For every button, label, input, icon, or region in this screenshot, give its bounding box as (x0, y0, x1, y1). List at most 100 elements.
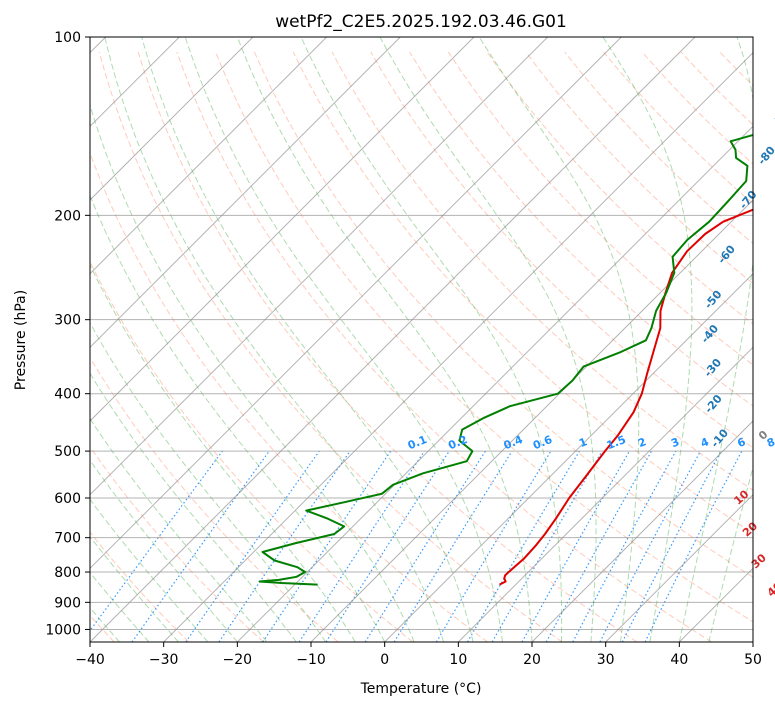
moist-adiabat (379, 37, 597, 642)
dry-adiabat (292, 51, 753, 535)
x-tick-label: 20 (523, 652, 541, 668)
x-tick-label: −30 (149, 652, 179, 668)
moist-adiabat (90, 417, 268, 642)
moist-adiabat (90, 372, 297, 642)
mixing-ratio-label: 0.6 (531, 433, 554, 452)
x-tick-label: 0 (380, 652, 389, 668)
dry-adiabat (641, 51, 753, 165)
dry-adiabat (90, 356, 339, 642)
moist-adiabat (90, 535, 179, 642)
temperature-line (499, 208, 753, 586)
moist-adiabat (90, 194, 386, 642)
mixing-ratio-label: 3 (669, 435, 681, 450)
moist-adiabat-label: -20 (702, 392, 725, 416)
mixing-ratio-line (572, 450, 677, 642)
mixing-ratio-label: 2 (636, 435, 648, 450)
moist-adiabat (478, 37, 640, 642)
mixing-ratio-line (325, 450, 450, 642)
y-axis-label: Pressure (hPa) (13, 290, 29, 390)
x-tick-label: 50 (744, 652, 762, 668)
x-axis-ticks: −40 −30 −20 −10 0 10 20 30 40 50 (75, 642, 762, 668)
dry-adiabat (90, 531, 190, 642)
dry-adiabat (370, 51, 753, 449)
mixing-ratio-line (466, 450, 580, 642)
isotherm-line (457, 346, 753, 642)
mixing-ratio-line (218, 450, 351, 642)
isotherm-line (90, 37, 549, 496)
y-tick-label: 700 (54, 531, 81, 547)
x-tick-label: −10 (296, 652, 326, 668)
dry-adiabat (215, 51, 753, 623)
y-tick-label: 300 (54, 313, 81, 329)
moist-adiabat (90, 321, 327, 642)
mixing-ratio-line (90, 450, 223, 632)
y-tick-label: 900 (54, 595, 81, 611)
moist-adiabat-label: -30 (701, 356, 724, 380)
moist-adiabat-label: -60 (715, 242, 738, 266)
moist-adiabat (184, 37, 503, 642)
profile-lines (258, 133, 753, 586)
moist-adiabat (90, 103, 415, 642)
moist-adiabat (141, 37, 474, 642)
y-tick-label: 1000 (45, 622, 81, 638)
dry-adiabat (525, 51, 753, 285)
isotherm-line (678, 567, 753, 642)
y-axis-ticks: 100 200 300 400 500 600 700 800 900 1000 (45, 30, 90, 638)
mixing-ratio-line (545, 450, 653, 642)
mixing-ratio-label: 1.5 (605, 433, 628, 452)
moist-adiabat (90, 498, 209, 642)
moist-adiabat (90, 459, 238, 642)
x-tick-label: 10 (449, 652, 467, 668)
dry-adiabat (564, 51, 753, 245)
x-tick-label: −40 (75, 652, 105, 668)
x-axis-label: Temperature (°C) (360, 681, 482, 697)
isotherm-line (163, 51, 753, 642)
dry-adiabat (98, 51, 563, 642)
isotherm-line (310, 199, 753, 642)
mixing-ratio-label: 1 (577, 435, 589, 450)
dry-adiabat (409, 51, 753, 407)
isotherm-line (531, 420, 753, 642)
isotherm-line (90, 37, 475, 422)
y-tick-label: 200 (54, 208, 81, 224)
mixing-ratio-line (521, 450, 631, 642)
mixing-ratio-line (298, 450, 425, 642)
moist-adiabat-label: -50 (702, 288, 725, 312)
y-tick-label: 500 (54, 444, 81, 460)
mixing-ratio-label: 6 (736, 435, 748, 450)
mixing-ratio-line (393, 450, 513, 642)
dry-adiabat-label: 20 (740, 519, 760, 539)
dry-adiabat (90, 260, 414, 642)
mixing-ratio-label: 0.1 (406, 433, 429, 452)
dry-adiabat (447, 51, 753, 366)
isotherm-line (90, 37, 401, 349)
isotherm-line (90, 37, 696, 642)
moist-adiabat (300, 37, 563, 642)
dry-adiabat (486, 51, 753, 325)
x-tick-label: 30 (597, 652, 615, 668)
dry-adiabat (90, 445, 264, 642)
moist-adiabat-label: -80 (755, 144, 775, 168)
moist-adiabat (678, 37, 753, 642)
mixing-ratio-line (185, 450, 320, 642)
mixing-ratio-line (131, 450, 270, 642)
background-reference-lines (90, 37, 753, 642)
isotherm-line (752, 641, 753, 642)
mixing-ratio-label: 8 (765, 435, 775, 450)
y-tick-label: 400 (54, 387, 81, 403)
y-tick-label: 100 (54, 30, 81, 46)
y-tick-label: 600 (54, 491, 81, 507)
dry-adiabat (253, 51, 753, 578)
dry-adiabat (331, 51, 753, 491)
dry-adiabat (90, 151, 488, 642)
plot-frame (89, 36, 754, 643)
x-tick-label: 40 (670, 652, 688, 668)
isotherm-line (90, 37, 254, 201)
mixing-ratio-line (262, 450, 392, 642)
dewpoint-line (258, 133, 753, 586)
isotherm-line (90, 37, 328, 275)
x-tick-label: −20 (223, 652, 253, 668)
chart-title: wetPf2_C2E5.2025.192.03.46.G01 (275, 12, 567, 32)
mixing-ratio-label: 0.4 (502, 433, 525, 452)
